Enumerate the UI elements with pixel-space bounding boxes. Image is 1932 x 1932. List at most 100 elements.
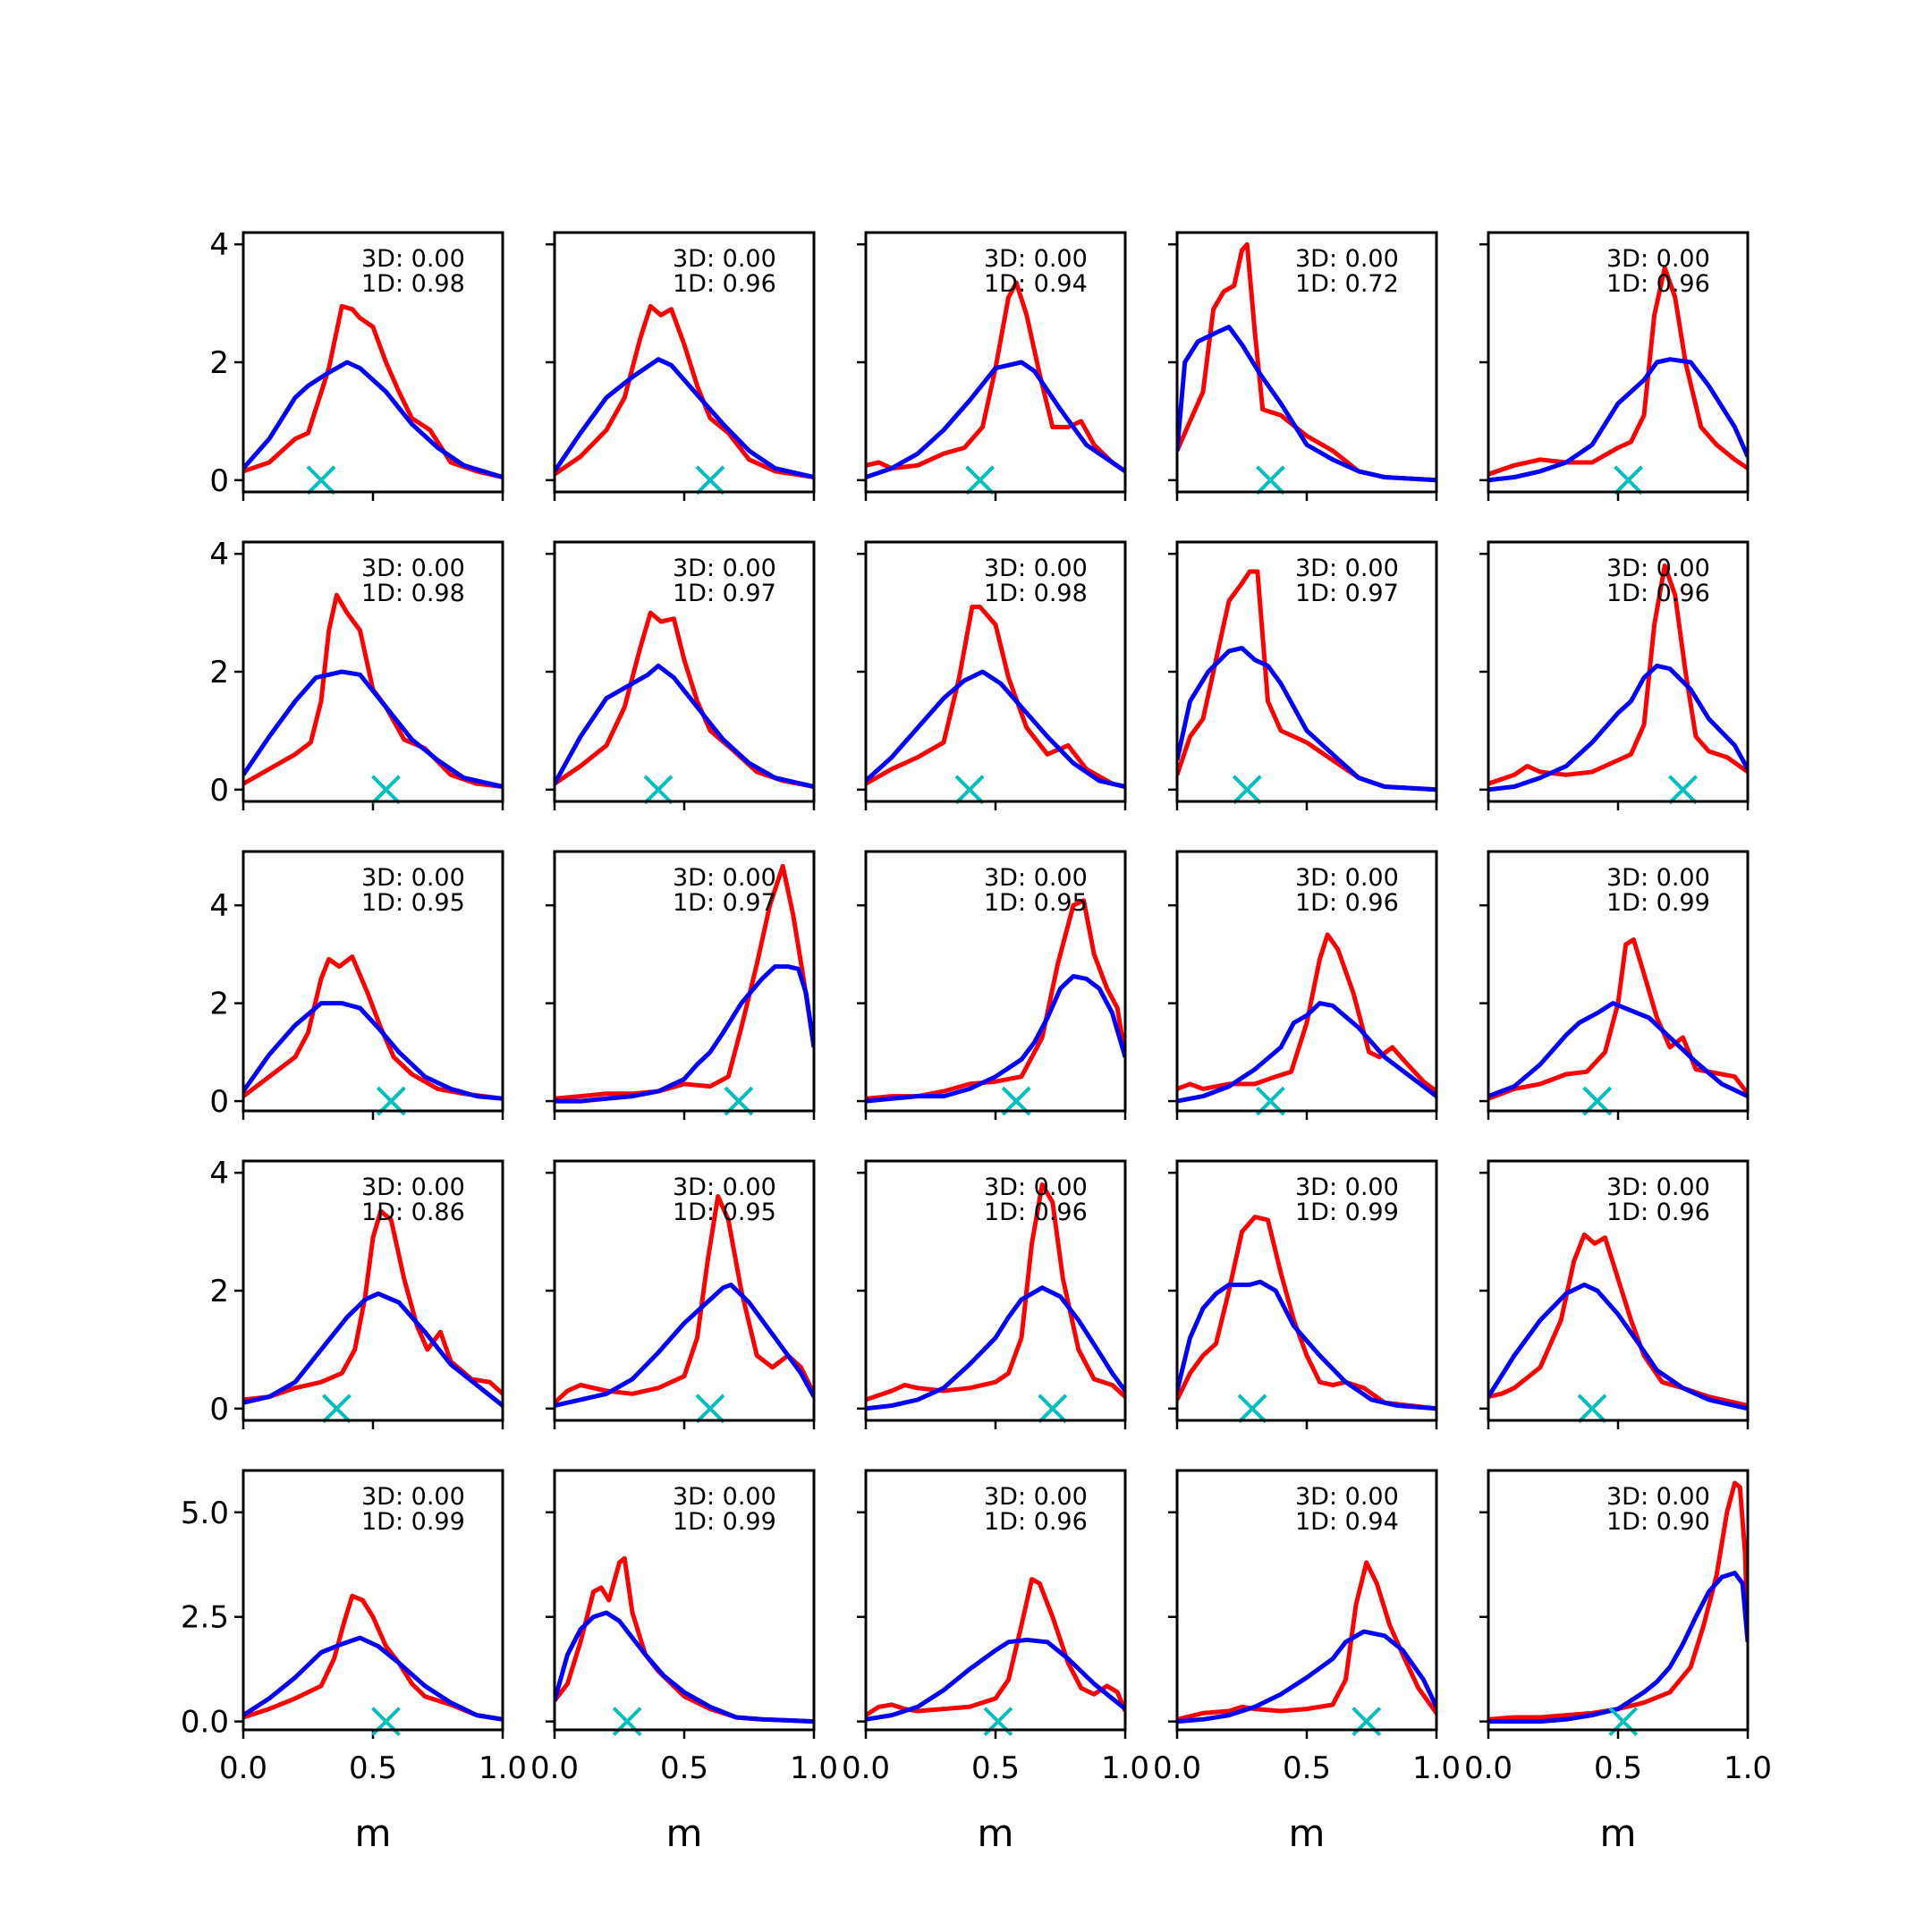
annotation-3d: 3D: 0.00	[1295, 1483, 1399, 1511]
axes-frame	[242, 231, 504, 494]
annotation-1d: 1D: 0.99	[1606, 889, 1710, 917]
annotation-3d: 3D: 0.00	[673, 555, 776, 582]
annotation-1d: 1D: 0.97	[673, 580, 776, 607]
blue-density-curve	[866, 669, 1125, 789]
annotation-1d: 1D: 0.96	[1606, 1199, 1710, 1226]
annotation-1d: 1D: 0.96	[984, 1199, 1088, 1226]
y-tick-label: 0	[209, 773, 229, 809]
axes-frame	[242, 1469, 504, 1732]
cyan-x-marker	[371, 775, 401, 805]
red-density-curve	[243, 954, 503, 1101]
blue-density-curve	[243, 669, 503, 789]
blue-density-curve	[555, 357, 814, 479]
x-tick-label: 0.0	[219, 1750, 267, 1786]
annotation-1d: 1D: 0.97	[1295, 580, 1399, 607]
cyan-x-marker	[1038, 1394, 1068, 1424]
annotation-1d: 1D: 0.97	[673, 889, 776, 917]
blue-density-curve	[1177, 325, 1436, 483]
x-tick-label: 0.0	[530, 1750, 579, 1786]
annotation-3d: 3D: 0.00	[361, 245, 465, 273]
red-density-curve	[243, 1208, 503, 1402]
annotation-1d: 1D: 0.96	[984, 1508, 1088, 1536]
blue-density-curve	[1488, 1571, 1748, 1724]
annotation-3d: 3D: 0.00	[984, 1483, 1088, 1511]
annotation-3d: 3D: 0.00	[1295, 1174, 1399, 1201]
blue-density-curve	[866, 974, 1125, 1104]
annotation-3d: 3D: 0.00	[984, 1174, 1088, 1201]
cyan-x-marker	[306, 465, 336, 496]
axes-frame	[553, 540, 816, 803]
axes-frame	[1175, 540, 1438, 803]
blue-density-curve	[243, 1001, 503, 1101]
axes-frame	[1175, 231, 1438, 494]
red-density-curve	[866, 605, 1125, 789]
axes-frame	[864, 540, 1127, 803]
axes-frame	[242, 1159, 504, 1422]
y-tick-label: 0	[209, 463, 229, 499]
blue-density-curve	[243, 360, 503, 479]
cyan-x-marker	[695, 1394, 725, 1424]
annotation-1d: 1D: 0.95	[361, 889, 465, 917]
annotation-1d: 1D: 0.94	[1295, 1508, 1399, 1536]
cyan-x-marker	[1232, 775, 1262, 805]
annotation-3d: 3D: 0.00	[1606, 245, 1710, 273]
annotation-3d: 3D: 0.00	[361, 864, 465, 892]
x-axis-label: m	[1289, 1811, 1326, 1855]
y-tick-label: 0	[209, 1392, 229, 1428]
blue-density-curve	[1488, 1001, 1748, 1098]
annotation-1d: 1D: 0.96	[1295, 889, 1399, 917]
y-tick-label: 2	[209, 987, 229, 1022]
axes-frame	[553, 1159, 816, 1422]
annotation-3d: 3D: 0.00	[984, 555, 1088, 582]
blue-density-curve	[1177, 1001, 1436, 1104]
axes-frame	[1175, 850, 1438, 1113]
x-tick-label: 0.5	[971, 1750, 1020, 1786]
y-tick-label: 5.0	[181, 1496, 229, 1531]
annotation-1d: 1D: 0.98	[361, 580, 465, 607]
red-density-curve	[555, 303, 814, 479]
cyan-x-marker	[954, 775, 985, 805]
blue-density-curve	[1488, 663, 1748, 792]
y-tick-label: 2.5	[181, 1600, 229, 1636]
blue-density-curve	[866, 1285, 1125, 1411]
annotation-1d: 1D: 0.72	[1295, 270, 1399, 298]
axes-frame	[1487, 540, 1750, 803]
blue-density-curve	[243, 1291, 503, 1408]
annotation-3d: 3D: 0.00	[361, 555, 465, 582]
annotation-1d: 1D: 0.95	[673, 1199, 776, 1226]
annotation-3d: 3D: 0.00	[673, 1174, 776, 1201]
red-density-curve	[1488, 563, 1748, 786]
red-density-curve	[243, 303, 503, 479]
red-density-curve	[1177, 1215, 1436, 1411]
annotation-1d: 1D: 0.99	[361, 1508, 465, 1536]
red-density-curve	[555, 863, 814, 1101]
annotation-3d: 3D: 0.00	[1606, 864, 1710, 892]
cyan-x-marker	[1577, 1394, 1607, 1424]
red-density-curve	[866, 1577, 1125, 1717]
annotation-3d: 3D: 0.00	[673, 864, 776, 892]
blue-density-curve	[866, 1637, 1125, 1722]
cyan-x-marker	[321, 1394, 352, 1424]
annotation-3d: 3D: 0.00	[1295, 245, 1399, 273]
annotation-3d: 3D: 0.00	[673, 1483, 776, 1511]
x-tick-label: 0.0	[842, 1750, 890, 1786]
x-tick-label: 1.0	[1101, 1750, 1149, 1786]
annotation-3d: 3D: 0.00	[1606, 555, 1710, 582]
red-density-curve	[243, 1593, 503, 1722]
axes-frame	[1487, 850, 1750, 1113]
annotation-1d: 1D: 0.99	[673, 1508, 776, 1536]
cyan-x-marker	[1614, 465, 1644, 496]
